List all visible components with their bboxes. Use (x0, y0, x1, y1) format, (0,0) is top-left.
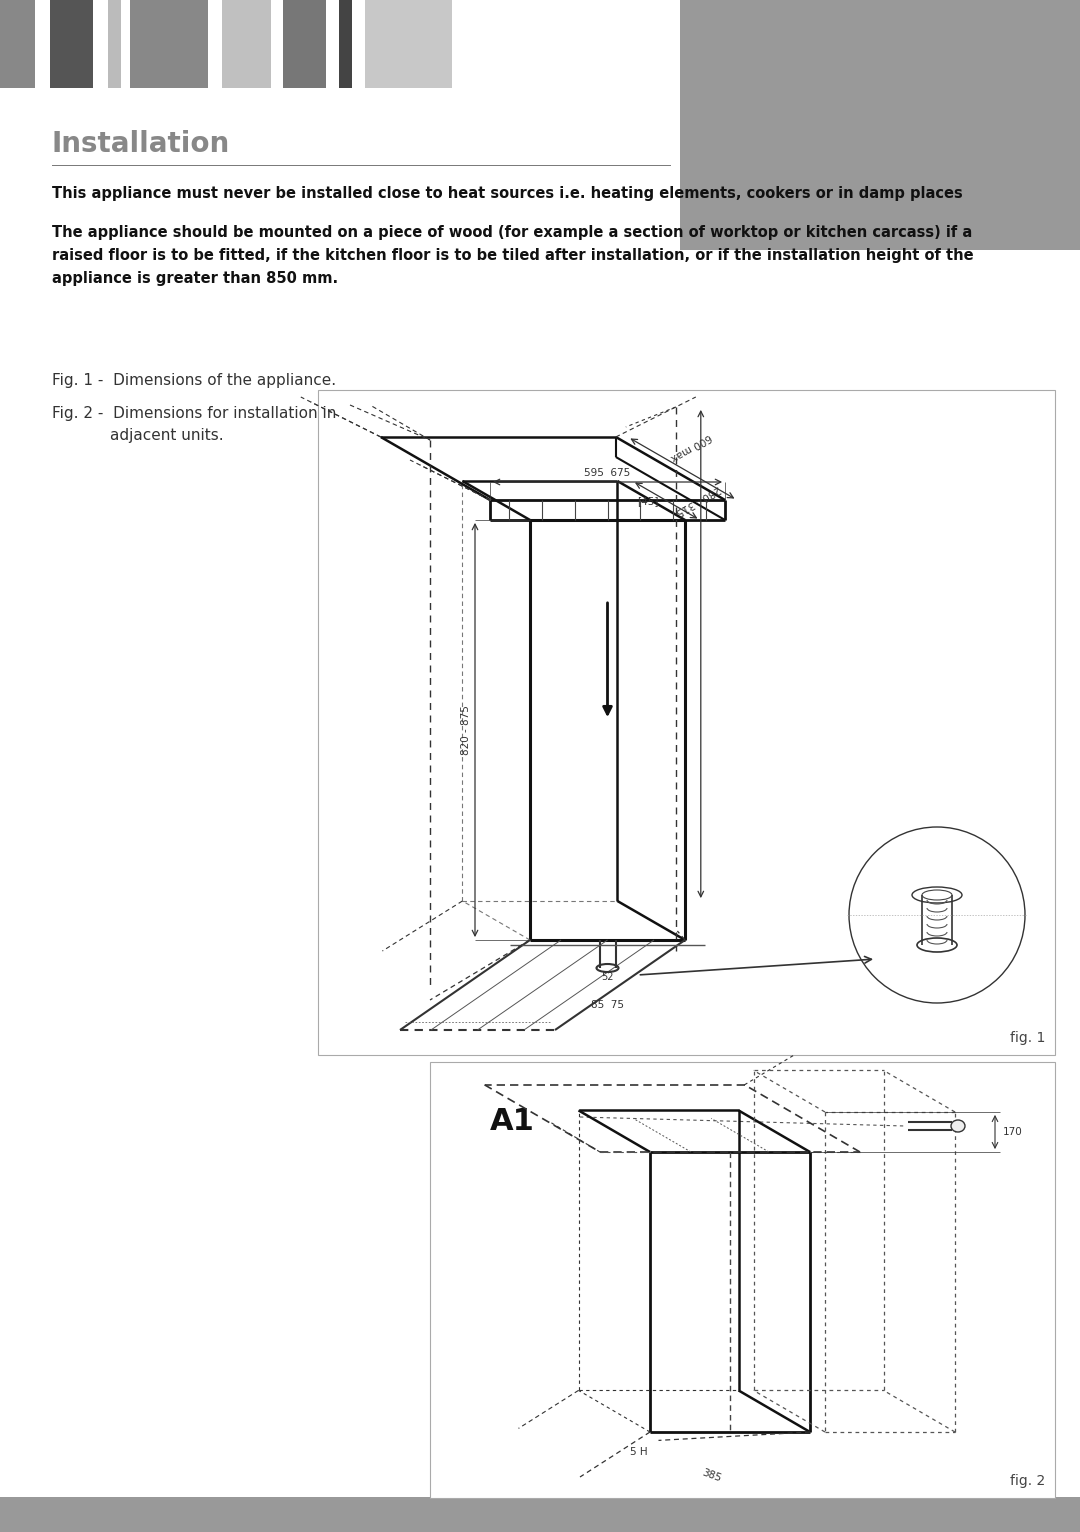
Text: Fig. 1 -  Dimensions of the appliance.: Fig. 1 - Dimensions of the appliance. (52, 372, 336, 388)
Text: Installation: Installation (52, 130, 230, 158)
Text: fig. 1: fig. 1 (1010, 1031, 1045, 1045)
Text: 52: 52 (602, 971, 613, 982)
Text: adjacent units.: adjacent units. (110, 427, 224, 443)
Text: 595  675: 595 675 (584, 467, 631, 478)
Text: This appliance must never be installed close to heat sources i.e. heating elemen: This appliance must never be installed c… (52, 185, 962, 201)
Bar (50, 0, 93, 87)
Text: The appliance should be mounted on a piece of wood (for example a section of wor: The appliance should be mounted on a pie… (52, 225, 974, 285)
Bar (318, 391, 1055, 1056)
Bar (680, 0, 1080, 250)
Text: 85  75: 85 75 (591, 1000, 624, 1010)
Text: 280 - 315: 280 - 315 (674, 484, 723, 518)
Bar (283, 0, 326, 87)
Bar (680, 0, 1080, 87)
Text: A1: A1 (490, 1108, 535, 1137)
Bar (430, 1062, 1055, 1498)
Bar (365, 0, 453, 87)
Bar (339, 0, 352, 87)
Ellipse shape (951, 1120, 966, 1132)
Bar (222, 0, 271, 87)
Text: 820 - 875: 820 - 875 (461, 705, 471, 755)
Bar (108, 0, 121, 87)
Text: 385: 385 (700, 1468, 723, 1483)
Text: 5 H: 5 H (630, 1448, 648, 1457)
Bar (0, 1497, 1080, 1532)
Bar (0, 0, 35, 87)
Text: 600 max: 600 max (669, 430, 713, 463)
Bar (130, 0, 208, 87)
Text: fig. 2: fig. 2 (1010, 1474, 1045, 1488)
Text: [45]: [45] (637, 496, 659, 506)
Text: Fig. 2 -  Dimensions for installation in: Fig. 2 - Dimensions for installation in (52, 406, 336, 421)
Text: 170: 170 (1003, 1128, 1023, 1137)
